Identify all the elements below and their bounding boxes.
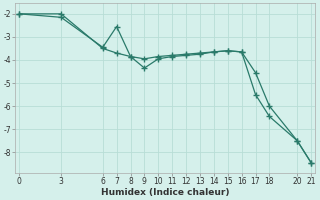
X-axis label: Humidex (Indice chaleur): Humidex (Indice chaleur): [101, 188, 229, 197]
